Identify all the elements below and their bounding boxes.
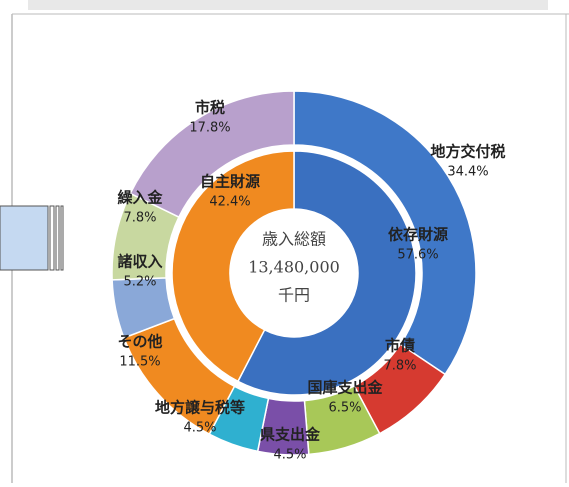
segment-name: 自主財源 bbox=[200, 173, 260, 191]
segment-name: 諸収入 bbox=[117, 253, 162, 271]
segment-value: 4.5% bbox=[273, 448, 306, 463]
segment-value: 11.5% bbox=[119, 355, 160, 370]
segment-name: 繰入金 bbox=[117, 189, 163, 207]
rings bbox=[111, 90, 477, 456]
segment-value: 34.4% bbox=[447, 165, 488, 180]
segment-name: 県支出金 bbox=[260, 426, 321, 444]
segment-value: 57.6% bbox=[397, 248, 438, 263]
top-band bbox=[28, 0, 548, 10]
segment-name: その他 bbox=[117, 333, 162, 351]
segment-name: 市税 bbox=[195, 99, 225, 117]
donut-segment bbox=[236, 150, 417, 396]
center-unit: 千円 bbox=[278, 286, 310, 305]
segment-value: 4.5% bbox=[183, 421, 216, 436]
center-title: 歳入総額 bbox=[262, 230, 326, 249]
donut-segment bbox=[129, 90, 295, 219]
segment-name: 国庫支出金 bbox=[307, 379, 383, 397]
segment-value: 5.2% bbox=[123, 275, 156, 290]
segment-value: 17.8% bbox=[189, 121, 230, 136]
labels: 地方交付税34.4%市債7.8%国庫支出金6.5%県支出金4.5%地方譲与税等4… bbox=[117, 99, 505, 463]
side-tab bbox=[0, 205, 64, 271]
center-amount: 13,480,000 bbox=[248, 258, 340, 277]
donut-segment bbox=[171, 150, 295, 383]
segment-value: 6.5% bbox=[328, 401, 361, 416]
segment-value: 42.4% bbox=[209, 195, 250, 210]
segment-value: 7.8% bbox=[383, 359, 416, 374]
donut-segment bbox=[293, 90, 477, 376]
segment-name: 市債 bbox=[385, 337, 415, 355]
segment-name: 地方交付税 bbox=[430, 143, 505, 161]
segment-name: 地方譲与税等 bbox=[155, 399, 245, 417]
segment-value: 7.8% bbox=[123, 211, 156, 226]
segment-name: 依存財源 bbox=[388, 226, 448, 244]
